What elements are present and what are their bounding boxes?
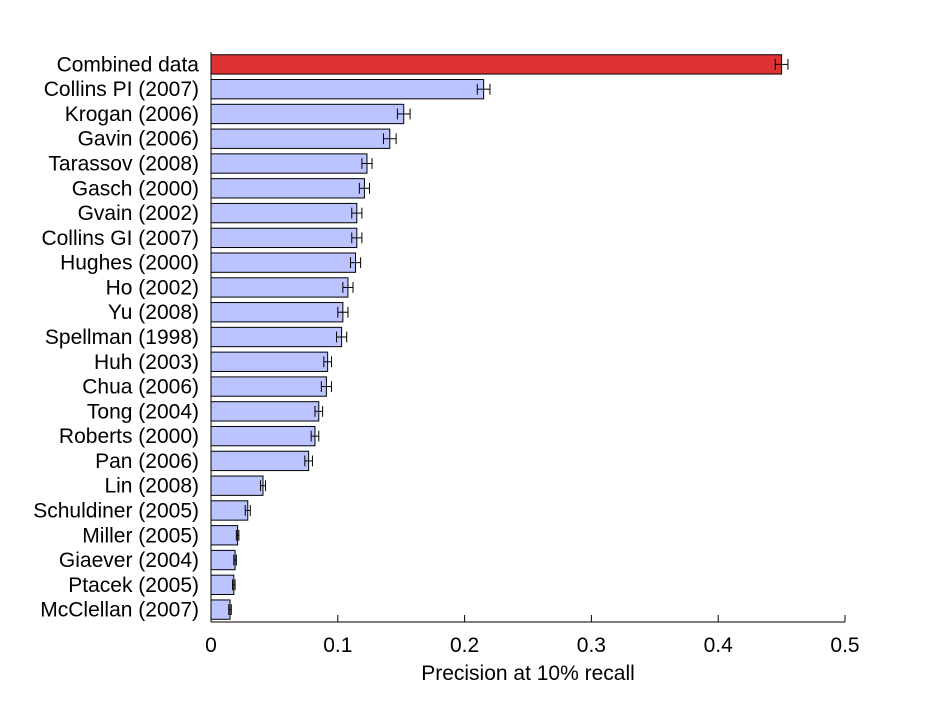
bar [210, 351, 329, 372]
bars-layer [210, 54, 789, 620]
category-label: Roberts (2000) [59, 425, 199, 448]
bar [210, 153, 368, 174]
bar [210, 475, 264, 496]
x-tick-label: 0 [205, 634, 217, 657]
bar [210, 450, 310, 472]
bar [210, 54, 783, 75]
x-axis-title: Precision at 10% recall [421, 662, 635, 685]
x-tick-label: 0.5 [830, 634, 859, 657]
bar [210, 326, 343, 348]
category-label: Hughes (2000) [60, 252, 199, 275]
category-label: Tarassov (2008) [48, 153, 199, 176]
category-label: Miller (2005) [82, 524, 199, 547]
category-label: Gavin (2006) [78, 128, 199, 151]
bar [210, 599, 231, 620]
category-label: Schuldiner (2005) [33, 499, 199, 522]
category-label: Krogan (2006) [65, 103, 199, 126]
bar [210, 525, 239, 546]
x-tick-label: 0.4 [704, 634, 734, 657]
category-label: Ptacek (2005) [68, 574, 199, 597]
bar [210, 302, 344, 323]
category-label: Giaever (2004) [59, 549, 199, 572]
bar [210, 227, 358, 249]
bar [210, 401, 320, 422]
bar [210, 202, 358, 224]
x-tick-label: 0.1 [323, 634, 352, 657]
category-label: Tong (2004) [87, 400, 199, 423]
x-tick-label: 0.2 [450, 634, 479, 657]
bar [210, 252, 357, 273]
category-label: Chua (2006) [82, 376, 199, 399]
bar [210, 376, 327, 397]
category-label: Yu (2008) [108, 301, 199, 324]
bar [210, 128, 391, 149]
category-label: Lin (2008) [104, 475, 199, 498]
bar [210, 79, 485, 100]
bar [210, 549, 236, 571]
x-tick-label: 0.3 [577, 634, 606, 657]
category-label: Gvain (2002) [78, 202, 199, 225]
bar [210, 178, 365, 199]
bar [210, 103, 405, 125]
bar [210, 574, 235, 595]
bar [210, 500, 249, 521]
category-label: Spellman (1998) [45, 326, 199, 349]
category-label: Combined data [57, 53, 200, 76]
bar [210, 425, 316, 447]
category-label: McClellan (2007) [40, 599, 199, 622]
category-label: Pan (2006) [95, 450, 199, 473]
category-label: Ho (2002) [106, 276, 199, 299]
category-label: Huh (2003) [94, 351, 199, 374]
bar [210, 277, 349, 298]
category-label: Collins GI (2007) [41, 227, 199, 250]
category-label: Gasch (2000) [72, 177, 199, 200]
category-label: Collins PI (2007) [44, 78, 199, 101]
